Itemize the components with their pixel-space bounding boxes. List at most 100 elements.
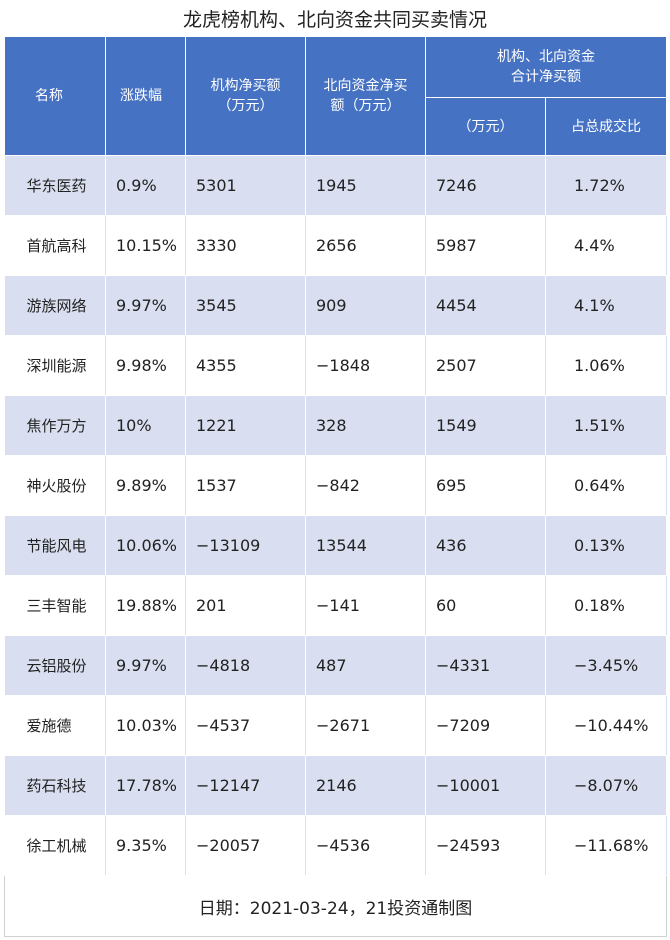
table-footer: 日期：2021-03-24，21投资通制图 [4, 875, 667, 937]
cell-name: 游族网络 [4, 275, 106, 336]
table-row: 神火股份 9.89% 1537 −842 695 0.64% [4, 455, 667, 516]
cell-name: 华东医药 [4, 155, 106, 216]
cell-name: 首航高科 [4, 215, 106, 276]
cell-name: 深圳能源 [4, 335, 106, 396]
cell-inst: 1221 [185, 395, 306, 456]
header-north-line2: 额（万元） [330, 98, 401, 114]
cell-inst: 3545 [185, 275, 306, 336]
cell-change: 10.15% [105, 215, 186, 276]
table-row: 首航高科 10.15% 3330 2656 5987 4.4% [4, 215, 667, 276]
header-name: 名称 [4, 36, 106, 156]
table-row: 华东医药 0.9% 5301 1945 7246 1.72% [4, 155, 667, 216]
cell-name: 神火股份 [4, 455, 106, 516]
cell-total: 7246 [425, 155, 546, 216]
header-combined-unit: （万元） [425, 97, 546, 156]
cell-name: 徐工机械 [4, 815, 106, 876]
cell-inst: −12147 [185, 755, 306, 816]
cell-total: −7209 [425, 695, 546, 756]
cell-inst: 4355 [185, 335, 306, 396]
cell-change: 17.78% [105, 755, 186, 816]
cell-inst: −20057 [185, 815, 306, 876]
cell-name: 节能风电 [4, 515, 106, 576]
cell-ratio: 0.64% [545, 455, 667, 516]
table-title: 龙虎榜机构、北向资金共同买卖情况 [182, 9, 487, 31]
cell-ratio: −3.45% [545, 635, 667, 696]
cell-north: 2656 [305, 215, 426, 276]
source-note: 日期：2021-03-24，21投资通制图 [4, 875, 667, 937]
cell-change: 9.97% [105, 635, 186, 696]
cell-total: −10001 [425, 755, 546, 816]
header-north-net-buy: 北向资金净买 额（万元） [305, 36, 426, 156]
cell-north: 909 [305, 275, 426, 336]
cell-total: −24593 [425, 815, 546, 876]
cell-total: 5987 [425, 215, 546, 276]
cell-ratio: 1.06% [545, 335, 667, 396]
cell-change: 9.35% [105, 815, 186, 876]
cell-ratio: −10.44% [545, 695, 667, 756]
header-inst-line2: （万元） [217, 98, 274, 114]
table-row: 三丰智能 19.88% 201 −141 60 0.18% [4, 575, 667, 636]
cell-name: 焦作万方 [4, 395, 106, 456]
table-row: 游族网络 9.97% 3545 909 4454 4.1% [4, 275, 667, 336]
table-row: 节能风电 10.06% −13109 13544 436 0.13% [4, 515, 667, 576]
cell-change: 9.98% [105, 335, 186, 396]
cell-name: 药石科技 [4, 755, 106, 816]
cell-total: 60 [425, 575, 546, 636]
cell-ratio: 4.1% [545, 275, 667, 336]
table-row: 爱施德 10.03% −4537 −2671 −7209 −10.44% [4, 695, 667, 756]
cell-name: 爱施德 [4, 695, 106, 756]
header-north-line1: 北向资金净买 [323, 78, 408, 94]
cell-ratio: 1.72% [545, 155, 667, 216]
cell-inst: −4818 [185, 635, 306, 696]
cell-ratio: 0.18% [545, 575, 667, 636]
cell-inst: 5301 [185, 155, 306, 216]
cell-ratio: −8.07% [545, 755, 667, 816]
cell-change: 10% [105, 395, 186, 456]
cell-ratio: −11.68% [545, 815, 667, 876]
cell-north: 2146 [305, 755, 426, 816]
header-combined-line1: 机构、北向资金 [497, 49, 595, 65]
cell-inst: 201 [185, 575, 306, 636]
cell-total: 436 [425, 515, 546, 576]
cell-north: 1945 [305, 155, 426, 216]
cell-total: 2507 [425, 335, 546, 396]
cell-total: −4331 [425, 635, 546, 696]
cell-inst: −4537 [185, 695, 306, 756]
header-inst-net-buy: 机构净买额 （万元） [185, 36, 306, 156]
table-row: 云铝股份 9.97% −4818 487 −4331 −3.45% [4, 635, 667, 696]
cell-north: −1848 [305, 335, 426, 396]
header-inst-line1: 机构净买额 [210, 78, 281, 94]
cell-inst: 1537 [185, 455, 306, 516]
table-body: 华东医药 0.9% 5301 1945 7246 1.72% 首航高科 10.1… [4, 155, 667, 876]
cell-north: 487 [305, 635, 426, 696]
cell-north: −2671 [305, 695, 426, 756]
table-row: 徐工机械 9.35% −20057 −4536 −24593 −11.68% [4, 815, 667, 876]
cell-north: 13544 [305, 515, 426, 576]
table-header: 名称 涨跌幅 机构净买额 （万元） 北向资金净买 额（万元） 机构、北向资金 合… [4, 36, 667, 156]
table-row: 焦作万方 10% 1221 328 1549 1.51% [4, 395, 667, 456]
header-combined: 机构、北向资金 合计净买额 [425, 36, 667, 98]
cell-total: 4454 [425, 275, 546, 336]
data-table: 名称 涨跌幅 机构净买额 （万元） 北向资金净买 额（万元） 机构、北向资金 合… [4, 36, 667, 937]
cell-name: 三丰智能 [4, 575, 106, 636]
cell-north: −842 [305, 455, 426, 516]
cell-north: −141 [305, 575, 426, 636]
header-combined-ratio: 占总成交比 [545, 97, 667, 156]
cell-north: −4536 [305, 815, 426, 876]
cell-ratio: 1.51% [545, 395, 667, 456]
cell-inst: −13109 [185, 515, 306, 576]
table-row: 药石科技 17.78% −12147 2146 −10001 −8.07% [4, 755, 667, 816]
cell-total: 695 [425, 455, 546, 516]
cell-change: 10.03% [105, 695, 186, 756]
cell-total: 1549 [425, 395, 546, 456]
cell-change: 9.89% [105, 455, 186, 516]
cell-change: 9.97% [105, 275, 186, 336]
cell-ratio: 0.13% [545, 515, 667, 576]
cell-change: 19.88% [105, 575, 186, 636]
cell-ratio: 4.4% [545, 215, 667, 276]
cell-change: 0.9% [105, 155, 186, 216]
cell-north: 328 [305, 395, 426, 456]
cell-change: 10.06% [105, 515, 186, 576]
header-change: 涨跌幅 [105, 36, 186, 156]
cell-inst: 3330 [185, 215, 306, 276]
